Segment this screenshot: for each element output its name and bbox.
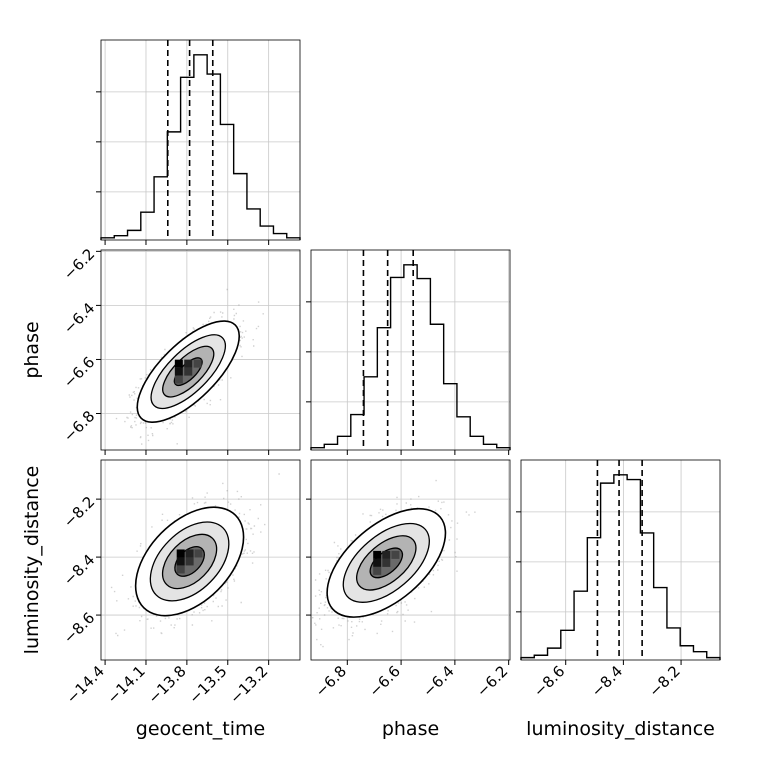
- hist-phase: [310, 264, 511, 450]
- axes-frame: [100, 39, 301, 241]
- hist-panel-phase: [306, 249, 511, 455]
- hist-luminosity_distance: [520, 474, 721, 660]
- axes-frame: [310, 459, 511, 661]
- x-axis-label-luminosity_distance: luminosity_distance: [526, 718, 715, 740]
- x-axis-label-geocent_time: geocent_time: [136, 718, 265, 740]
- axes-frame: [100, 459, 301, 661]
- density-peak-cell: [373, 558, 382, 567]
- axes-frame: [310, 249, 511, 451]
- hist-geocent_time: [100, 54, 301, 240]
- density-peak-cell: [194, 549, 203, 558]
- density-peak-cell: [382, 550, 391, 559]
- density-peak-cell: [373, 550, 382, 559]
- density-peak-cell: [391, 550, 400, 559]
- density-peak-cell: [176, 557, 185, 566]
- density-peak-cell: [193, 359, 202, 368]
- y-axis-label-luminosity_distance: luminosity_distance: [21, 466, 43, 655]
- axes-frame: [100, 249, 301, 451]
- y-axis-label-phase: phase: [21, 321, 43, 378]
- density-peak-cell: [382, 558, 391, 567]
- density-peak-cell: [185, 557, 194, 566]
- axes-frame: [520, 459, 721, 661]
- density-peak-cell: [174, 375, 183, 384]
- density-peak-cell: [185, 549, 194, 558]
- density-peak-cell: [373, 566, 382, 575]
- density-peak-cell: [174, 367, 183, 376]
- density-peak-cell: [184, 367, 193, 376]
- hist-panel-geocent_time: [96, 39, 301, 245]
- density-peak-cell: [176, 549, 185, 558]
- density-peak-cell: [184, 359, 193, 368]
- x-axis-label-phase: phase: [382, 718, 439, 740]
- density-peak-cell: [176, 565, 185, 574]
- density-peak-cell: [174, 359, 183, 368]
